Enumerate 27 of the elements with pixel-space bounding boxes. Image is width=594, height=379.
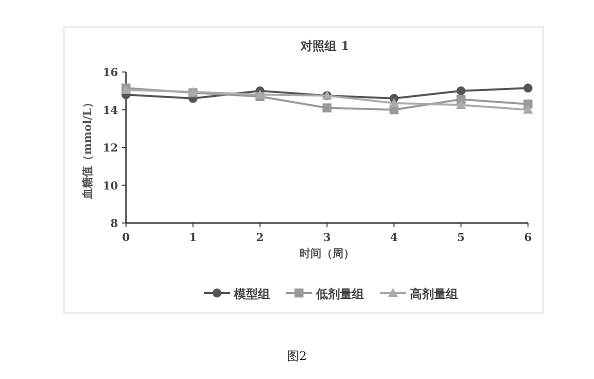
point	[389, 98, 399, 108]
x-tick-label: 1	[189, 231, 197, 244]
point	[524, 84, 532, 93]
x-tick-label: 3	[323, 231, 331, 244]
y-tick-label: 14	[102, 104, 118, 117]
y-axis-title: 血糖值（mmol/L）	[81, 97, 94, 200]
point	[255, 90, 265, 99]
x-tick-label: 2	[256, 231, 264, 244]
y-tick-label: 16	[102, 66, 118, 79]
point	[456, 100, 466, 110]
point	[456, 86, 466, 96]
x-tick-label: 5	[457, 231, 465, 244]
point	[524, 100, 532, 109]
y-tick-label: 8	[110, 217, 118, 230]
y-tick-label: 10	[102, 179, 118, 192]
y-tick-label: 12	[102, 142, 118, 154]
chart-title: 对照组 1	[300, 39, 350, 53]
x-tick-label: 6	[524, 231, 532, 244]
point	[322, 103, 332, 112]
point	[523, 104, 533, 114]
legend-label: 模型组	[233, 287, 270, 301]
x-axis-title: 时间（周）	[300, 247, 354, 260]
legend-label: 高剂量组	[410, 287, 458, 301]
legend-label: 低剂量组	[315, 287, 364, 301]
caption: 图2	[287, 349, 307, 363]
x-tick-label: 4	[390, 231, 398, 244]
x-tick-label: 0	[122, 231, 130, 244]
